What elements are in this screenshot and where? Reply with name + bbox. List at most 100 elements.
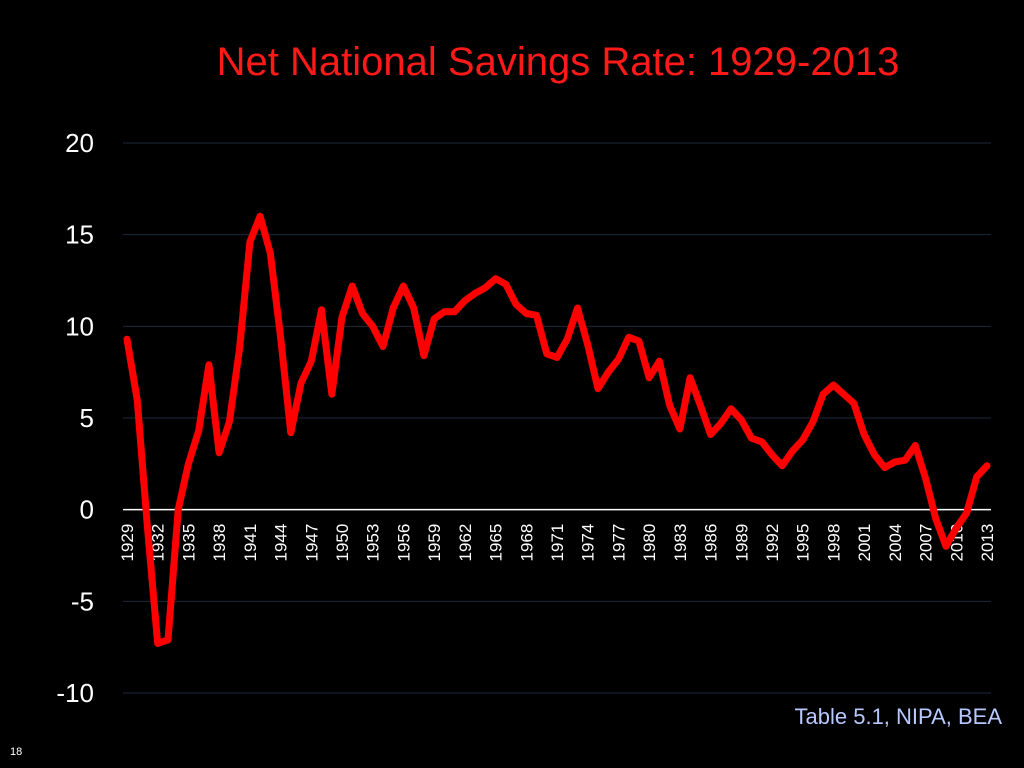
- data-point: [126, 338, 128, 340]
- data-point: [669, 404, 671, 406]
- data-point: [372, 325, 374, 327]
- data-point: [791, 450, 793, 452]
- x-tick-label: 1998: [824, 524, 843, 562]
- y-tick-label: 5: [80, 403, 94, 433]
- data-point: [904, 459, 906, 461]
- data-point: [873, 454, 875, 456]
- x-tick-label: 1962: [456, 524, 475, 562]
- data-point: [638, 340, 640, 342]
- savings-rate-series-line: [123, 212, 991, 647]
- data-point: [392, 307, 394, 309]
- x-tick-label: 1983: [671, 524, 690, 562]
- x-tick-label: 1932: [149, 524, 168, 562]
- data-point: [576, 307, 578, 309]
- data-point: [198, 430, 200, 432]
- source-note: Table 5.1, NIPA, BEA: [794, 704, 1002, 729]
- data-point: [699, 404, 701, 406]
- data-point: [771, 454, 773, 456]
- data-point: [474, 292, 476, 294]
- data-point: [423, 355, 425, 357]
- data-point: [454, 311, 456, 313]
- y-tick-label: 15: [65, 220, 94, 250]
- data-point: [730, 408, 732, 410]
- data-point: [781, 465, 783, 467]
- data-point: [976, 476, 978, 478]
- data-point: [863, 434, 865, 435]
- y-tick-label: 0: [80, 495, 94, 525]
- x-tick-label: 1977: [609, 524, 628, 562]
- data-point: [177, 509, 179, 511]
- data-point: [361, 313, 363, 314]
- data-point: [822, 393, 824, 395]
- y-tick-label: 20: [65, 128, 94, 158]
- data-point: [146, 527, 148, 529]
- x-tick-label: 1956: [394, 524, 413, 562]
- chart-title: Net National Savings Rate: 1929-2013: [216, 40, 900, 84]
- data-point: [167, 639, 169, 641]
- data-point: [894, 461, 896, 463]
- x-tick-label: 1929: [118, 524, 137, 562]
- data-point: [321, 309, 323, 311]
- x-tick-label: 1989: [732, 524, 751, 562]
- data-point: [351, 285, 353, 287]
- data-point: [689, 377, 691, 379]
- data-point: [341, 316, 343, 318]
- data-point: [556, 357, 558, 358]
- x-tick-label: 1995: [794, 524, 813, 562]
- x-tick-label: 1935: [179, 524, 198, 562]
- data-point: [802, 439, 804, 441]
- data-point: [587, 344, 589, 346]
- data-point: [679, 428, 681, 430]
- data-point: [955, 527, 957, 529]
- data-point: [402, 285, 404, 287]
- data-point: [443, 311, 445, 313]
- data-point: [259, 215, 261, 217]
- data-point: [720, 423, 722, 424]
- x-tick-label: 1968: [517, 524, 536, 562]
- data-point: [607, 371, 609, 373]
- data-point: [310, 360, 312, 362]
- data-point: [986, 465, 988, 467]
- data-point: [914, 445, 916, 446]
- data-point: [935, 518, 937, 520]
- data-point: [495, 278, 497, 280]
- x-tick-label: 2001: [855, 524, 874, 562]
- x-tick-label: 2007: [917, 524, 936, 562]
- data-point: [617, 358, 619, 360]
- data-point: [413, 307, 415, 309]
- data-point: [832, 384, 834, 386]
- x-tick-label: 1992: [763, 524, 782, 562]
- data-point: [566, 338, 568, 340]
- data-point: [290, 432, 292, 434]
- data-point: [945, 545, 947, 547]
- slide-number: 18: [10, 746, 23, 758]
- data-point: [269, 252, 271, 254]
- data-point: [853, 402, 855, 404]
- data-point: [515, 303, 517, 305]
- data-point: [157, 643, 159, 644]
- data-point: [382, 346, 384, 347]
- series-layer: [123, 212, 991, 647]
- y-axis-tick-labels: 20 15 10 5 0 -5 -10: [56, 128, 94, 708]
- y-tick-label: 10: [65, 311, 94, 341]
- data-point: [187, 463, 189, 465]
- x-tick-label: 1947: [302, 524, 321, 562]
- data-point: [239, 347, 241, 349]
- data-point: [597, 388, 599, 390]
- data-point: [884, 467, 886, 468]
- x-tick-label: 1950: [333, 524, 352, 562]
- data-point: [484, 287, 486, 289]
- data-point: [648, 377, 650, 379]
- y-tick-label: -5: [71, 586, 94, 616]
- data-point: [280, 336, 282, 338]
- data-point: [331, 393, 333, 395]
- data-point: [628, 336, 630, 338]
- x-tick-label: 1980: [640, 524, 659, 562]
- data-point: [228, 421, 230, 423]
- x-tick-label: 1959: [425, 524, 444, 562]
- data-point: [740, 419, 742, 421]
- data-point: [710, 434, 712, 435]
- x-tick-label: 1974: [579, 524, 598, 562]
- data-point: [843, 393, 845, 395]
- data-point: [658, 360, 660, 362]
